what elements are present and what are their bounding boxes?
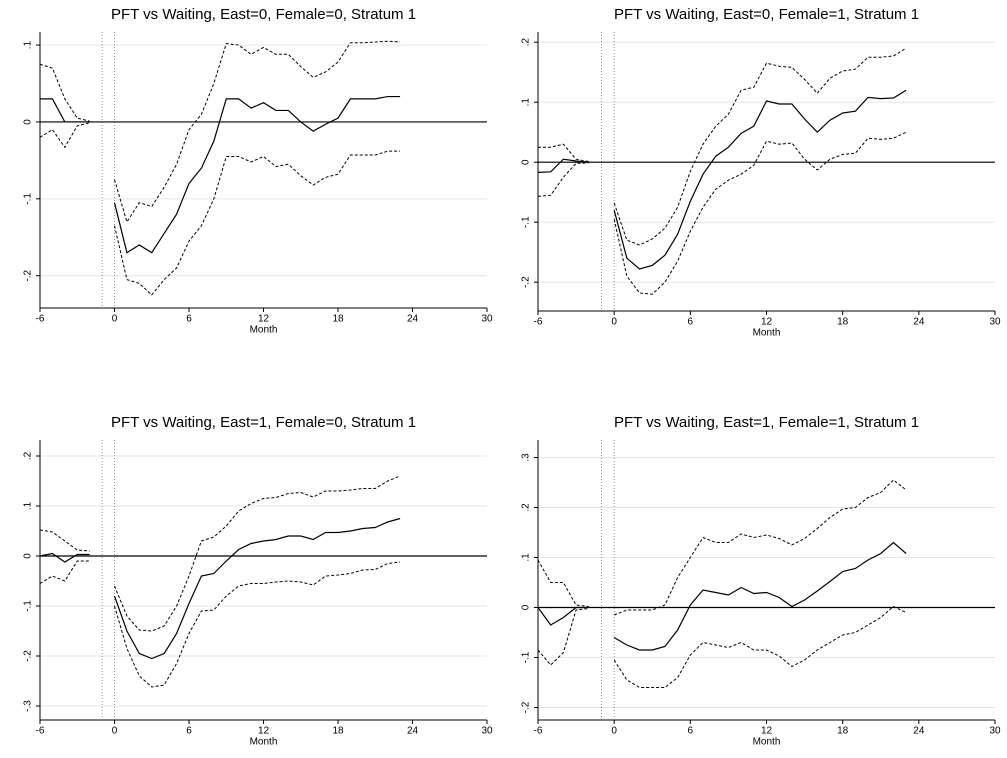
- ci-line: [39, 475, 401, 632]
- ci-line: [39, 560, 401, 688]
- x-tick-label: 18: [837, 726, 849, 737]
- y-tick-label: -.1: [23, 193, 34, 205]
- y-tick-label: -.2: [23, 650, 34, 662]
- x-tick-label: 12: [258, 726, 270, 737]
- chart-title: PFT vs Waiting, East=0, Female=1, Stratu…: [614, 6, 919, 23]
- x-axis-label: Month: [753, 328, 781, 339]
- x-tick-label: 6: [688, 726, 694, 737]
- panel: PFT vs Waiting, East=0, Female=0, Stratu…: [23, 6, 493, 336]
- y-tick-label: 0: [521, 604, 532, 610]
- x-tick-label: 24: [913, 726, 925, 737]
- x-tick-label: 12: [258, 314, 270, 325]
- panel: PFT vs Waiting, East=1, Female=0, Stratu…: [23, 414, 493, 748]
- estimate-line: [40, 95, 401, 254]
- y-tick-label: .1: [521, 553, 532, 562]
- ci-line: [537, 605, 907, 688]
- y-tick-label: -.2: [23, 269, 34, 281]
- x-tick-label: 6: [186, 314, 192, 325]
- x-tick-label: 30: [989, 726, 1001, 737]
- y-tick-label: 0: [23, 119, 34, 125]
- x-tick-label: 30: [989, 317, 1001, 328]
- y-tick-label: .2: [521, 503, 532, 512]
- x-tick-label: 18: [837, 317, 849, 328]
- y-tick-label: -.2: [521, 701, 532, 713]
- chart-title: PFT vs Waiting, East=0, Female=0, Stratu…: [111, 6, 416, 23]
- y-tick-label: -.1: [521, 216, 532, 228]
- y-tick-label: .1: [23, 501, 34, 510]
- x-tick-label: 0: [611, 317, 617, 328]
- y-tick-label: -.1: [23, 600, 34, 612]
- y-tick-label: -.3: [23, 700, 34, 712]
- x-tick-label: 0: [112, 314, 118, 325]
- ci-line: [39, 122, 401, 296]
- ci-line: [538, 47, 907, 246]
- estimate-line: [537, 541, 907, 651]
- y-tick-label: 0: [521, 159, 532, 165]
- y-tick-label: -.2: [521, 276, 532, 288]
- estimate-line: [39, 517, 401, 660]
- chart-title: PFT vs Waiting, East=1, Female=0, Stratu…: [111, 414, 416, 431]
- x-tick-label: 24: [913, 317, 925, 328]
- x-tick-label: 24: [407, 726, 419, 737]
- x-tick-label: 30: [481, 314, 493, 325]
- x-tick-label: 0: [611, 726, 617, 737]
- ci-line: [39, 40, 401, 224]
- x-tick-label: 30: [481, 726, 493, 737]
- y-tick-label: .2: [23, 451, 34, 460]
- y-tick-label: 0: [23, 553, 34, 559]
- x-tick-label: -6: [534, 317, 543, 328]
- x-tick-label: 18: [332, 726, 344, 737]
- estimate-line: [537, 89, 907, 270]
- x-tick-label: 6: [688, 317, 694, 328]
- panel: PFT vs Waiting, East=0, Female=1, Stratu…: [521, 6, 1001, 339]
- ci-line: [537, 131, 907, 295]
- x-tick-label: 12: [761, 726, 773, 737]
- chart-title: PFT vs Waiting, East=1, Female=1, Stratu…: [614, 414, 919, 431]
- x-tick-label: 18: [332, 314, 344, 325]
- x-tick-label: 6: [186, 726, 192, 737]
- ci-line: [537, 479, 907, 616]
- panel: PFT vs Waiting, East=1, Female=1, Stratu…: [521, 414, 1001, 748]
- y-tick-label: .3: [521, 453, 532, 462]
- y-tick-label: .2: [521, 38, 532, 47]
- x-tick-label: -6: [36, 314, 45, 325]
- x-axis-label: Month: [753, 737, 781, 748]
- x-tick-label: 24: [407, 314, 419, 325]
- x-tick-label: -6: [36, 726, 45, 737]
- x-axis-label: Month: [250, 737, 278, 748]
- x-tick-label: 0: [112, 726, 118, 737]
- y-tick-label: -.1: [521, 651, 532, 663]
- y-tick-label: .1: [23, 40, 34, 49]
- y-tick-label: .1: [521, 98, 532, 107]
- x-axis-label: Month: [250, 325, 278, 336]
- x-tick-label: 12: [761, 317, 773, 328]
- x-tick-label: -6: [534, 726, 543, 737]
